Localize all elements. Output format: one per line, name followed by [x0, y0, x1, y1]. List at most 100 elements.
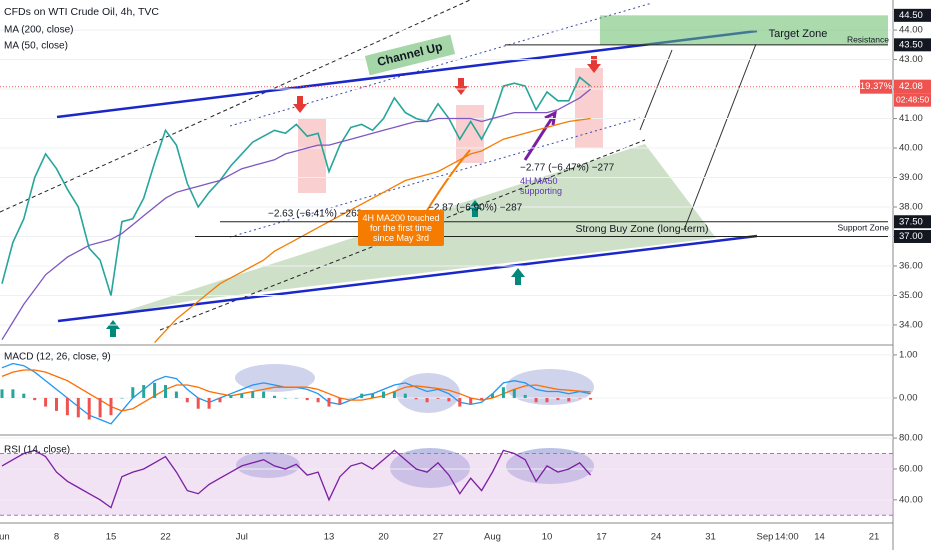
- histogram-bar: [316, 397, 320, 403]
- histogram-bar: [0, 389, 4, 398]
- y-tick-label: 40.00: [899, 143, 923, 154]
- level-badge-label: 44.50: [899, 10, 923, 21]
- x-tick-label: Jun: [0, 532, 10, 543]
- countdown-label: 02:48:50: [896, 94, 929, 104]
- ma200-note: 4H MA200 touched for the first time sinc…: [358, 210, 444, 246]
- ma50-arrow: [523, 110, 557, 161]
- histogram-bar: [327, 397, 331, 407]
- up-arrow: [468, 200, 482, 217]
- level-badge-label: 37.00: [899, 231, 923, 242]
- x-tick-label: 8: [54, 532, 59, 543]
- y-tick-label: 44.00: [899, 25, 923, 36]
- x-tick-label: 17: [596, 532, 607, 543]
- dotted-channel: [229, 2, 653, 127]
- histogram-bar: [185, 397, 189, 403]
- macd-highlight: [396, 373, 460, 413]
- x-tick-label: 31: [705, 532, 716, 543]
- histogram-bar: [229, 395, 233, 398]
- symbol-title: CFDs on WTI Crude Oil, 4h, TVC: [4, 6, 159, 18]
- pullback-box: [298, 118, 326, 193]
- histogram-bar: [425, 397, 429, 403]
- histogram-bar: [305, 397, 309, 401]
- target-zone: [600, 15, 888, 45]
- level-badge: [894, 38, 931, 52]
- histogram-bar: [436, 397, 440, 399]
- down-arrow: [454, 78, 468, 95]
- indicator-line: [154, 117, 591, 344]
- down-arrow: [293, 96, 307, 113]
- histogram-bar: [142, 385, 146, 398]
- measure-label: −2.77 (−6.47%) −277: [520, 163, 615, 174]
- down-arrow: [587, 56, 601, 73]
- projection-arrow: [639, 49, 673, 131]
- x-tick-label: 20: [378, 532, 389, 543]
- histogram-bar: [174, 391, 178, 398]
- indicator-line: [1, 449, 592, 509]
- histogram-bar: [131, 387, 135, 398]
- x-tick-label: Jul: [236, 532, 248, 543]
- histogram-bar: [273, 395, 276, 398]
- histogram-bar: [392, 391, 396, 398]
- rsi-title: RSI (14, close): [4, 445, 70, 456]
- x-tick-label: 14:00: [775, 532, 799, 543]
- measure-label: −2.63 (−6.41%) −263: [268, 209, 363, 220]
- rsi-band: [0, 453, 893, 516]
- level-badge: [894, 8, 931, 22]
- y-tick-label: 38.00: [899, 202, 923, 213]
- y-tick-label: 34.00: [899, 319, 923, 330]
- x-tick-label: 24: [651, 532, 662, 543]
- x-tick-label: Aug: [484, 532, 501, 543]
- level-badge: [894, 229, 931, 243]
- histogram-bar: [33, 397, 37, 401]
- indicator-legend: MA (50, close): [4, 41, 68, 52]
- histogram-bar: [76, 397, 80, 418]
- channel-bottom: [57, 234, 758, 323]
- y-tick-label: 39.00: [899, 172, 923, 183]
- histogram-bar: [262, 391, 266, 398]
- up-arrow: [511, 268, 525, 285]
- up-arrow: [106, 320, 120, 337]
- level-badge-label: 43.50: [899, 39, 923, 50]
- y-tick-label: 1.00: [899, 349, 918, 360]
- dotted-channel: [229, 117, 641, 238]
- histogram-bar: [120, 397, 124, 399]
- level-badge: [894, 215, 931, 229]
- countdown-badge: [894, 93, 931, 107]
- histogram-bar: [545, 397, 549, 403]
- histogram-bar: [556, 397, 560, 401]
- histogram-bar: [501, 387, 505, 398]
- histogram-bar: [196, 397, 200, 409]
- x-tick-label: 14: [814, 532, 825, 543]
- histogram-bar: [22, 393, 26, 398]
- support-zone-label: Support Zone: [837, 222, 889, 232]
- histogram-bar: [414, 397, 418, 400]
- histogram-bar: [589, 397, 593, 400]
- x-tick-label: Sep: [757, 532, 774, 543]
- y-tick-label: 35.00: [899, 290, 923, 301]
- y-tick-label: 41.00: [899, 113, 923, 124]
- last-price-label: 42.08: [899, 81, 923, 92]
- y-tick-label: 60.00: [899, 463, 923, 474]
- histogram-bar: [218, 397, 222, 403]
- buy-zone-label: Strong Buy Zone (long-term): [575, 223, 708, 235]
- histogram-bar: [512, 389, 516, 398]
- projection-arrow: [683, 43, 757, 231]
- histogram-bar: [567, 397, 571, 402]
- ma50-note: 4H MA50 supporting: [520, 176, 563, 196]
- histogram-bar: [65, 397, 69, 416]
- channel-top: [56, 29, 758, 119]
- histogram-bar: [349, 397, 353, 399]
- x-tick-label: 13: [324, 532, 335, 543]
- histogram-bar: [523, 394, 527, 398]
- rsi-highlight: [236, 452, 300, 478]
- histogram-bar: [360, 393, 364, 398]
- histogram-bar: [283, 397, 287, 399]
- histogram-bar: [153, 382, 157, 398]
- histogram-bar: [109, 397, 113, 416]
- y-tick-label: 40.00: [899, 494, 923, 505]
- y-tick-label: 0.00: [899, 392, 918, 403]
- x-tick-label: 22: [160, 532, 171, 543]
- target-zone-label: Target Zone: [769, 28, 828, 40]
